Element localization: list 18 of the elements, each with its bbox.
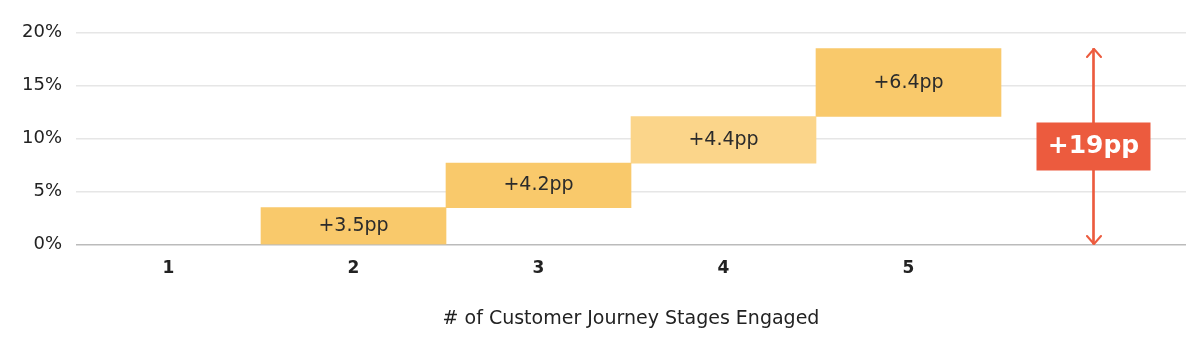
y-tick-label: 5% [33, 179, 63, 201]
x-tick-label: 5 [902, 257, 915, 278]
x-axis-title: # of Customer Journey Stages Engaged [442, 305, 820, 328]
data-label: +19pp [1047, 129, 1140, 159]
y-tick-label: 20% [21, 20, 63, 42]
bar [630, 116, 817, 164]
bar [815, 48, 1002, 117]
data-label: +4.4pp [688, 126, 759, 149]
y-tick-label: 0% [33, 232, 63, 254]
data-label: +4.2pp [503, 172, 574, 195]
x-tick-label: 2 [347, 257, 360, 278]
x-tick-label: 3 [532, 257, 545, 278]
data-label: +6.4pp [873, 69, 944, 92]
data-label: +3.5pp [318, 212, 389, 235]
x-tick-label: 1 [162, 257, 175, 278]
x-tick-label: 4 [717, 257, 730, 278]
y-tick-label: 15% [21, 73, 63, 95]
y-tick-label: 10% [21, 126, 63, 148]
